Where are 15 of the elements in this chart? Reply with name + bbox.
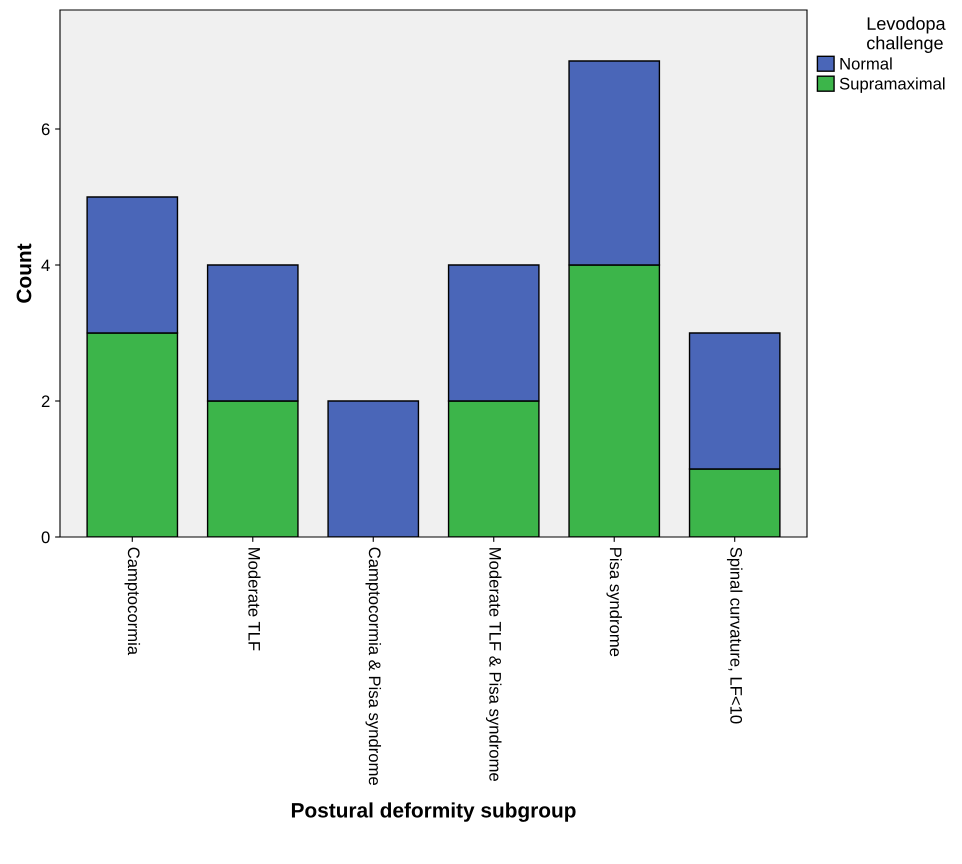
x-axis-title: Postural deformity subgroup [292, 802, 576, 822]
y-tick-label: 0 [42, 531, 50, 544]
x-tick-label: Moderate TLF & Pisa syndrome [486, 548, 502, 781]
y-axis-title: Count [16, 244, 32, 303]
y-tick-label: 2 [42, 395, 50, 408]
x-tick-label: Camptocormia & Pisa syndrome [365, 548, 382, 785]
x-tick-label: Spinal curvature, LF<10 [726, 547, 742, 724]
y-tick-label: 6 [42, 123, 50, 136]
y-tick-label: 4 [41, 260, 50, 272]
legend-label: Supramaximal [840, 77, 944, 93]
x-tick-label: Camptocormia [124, 548, 140, 656]
legend-label: Normal [840, 57, 892, 70]
legend-title: Levodopa challenge [867, 16, 946, 53]
x-tick-label: Moderate TLF [248, 548, 261, 650]
x-tick-label: Pisa syndrome [606, 548, 622, 656]
